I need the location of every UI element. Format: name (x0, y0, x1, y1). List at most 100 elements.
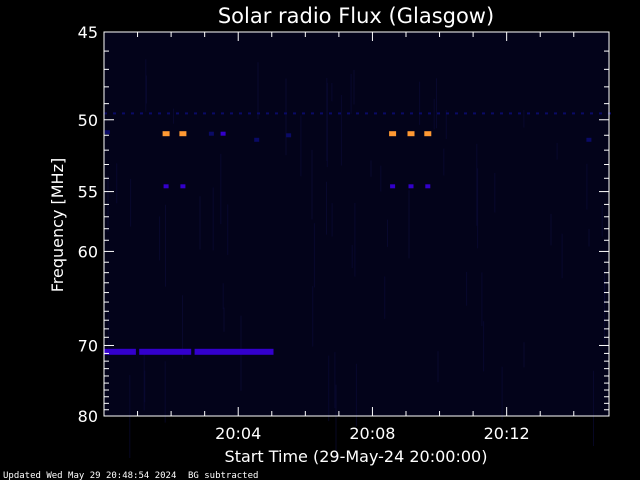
noise-streak (384, 276, 386, 319)
noise-streak (220, 153, 222, 225)
plot-frame (103, 31, 610, 417)
line-dot (599, 112, 602, 115)
noise-streak (222, 283, 224, 310)
noise-streak (199, 196, 201, 250)
line-dot (545, 112, 548, 115)
line-dot (410, 112, 413, 115)
line-dot (113, 112, 116, 115)
emission-spot (424, 131, 432, 137)
noise-streak (501, 366, 503, 420)
line-dot (446, 112, 449, 115)
line-dot (338, 112, 341, 115)
line-dot (554, 112, 557, 115)
noise-streak (601, 205, 603, 237)
line-dot (482, 112, 485, 115)
emission-spot (163, 184, 169, 189)
updated-timestamp: Updated Wed May 29 20:48:54 2024 (3, 471, 176, 480)
noise-streak (129, 375, 131, 458)
noise-streak (370, 160, 372, 177)
noise-streak (561, 233, 563, 279)
noise-streak (312, 286, 314, 347)
noise-streak (586, 163, 588, 210)
line-dot (374, 112, 377, 115)
x-tick-label: 20:04 (215, 424, 261, 443)
emission-spot (407, 131, 415, 137)
noise-streak (523, 110, 525, 128)
line-dot (176, 112, 179, 115)
line-dot (563, 112, 566, 115)
emission-spot (180, 184, 186, 189)
line-dot (239, 112, 242, 115)
emission-spot (390, 184, 396, 189)
noise-streak (331, 83, 333, 102)
noise-streak (145, 59, 147, 112)
noise-streak (550, 213, 552, 246)
noise-streak (477, 168, 479, 249)
noise-streak (481, 272, 483, 327)
noise-streak (223, 307, 225, 332)
emission-lines (104, 112, 611, 115)
noise-streak (331, 203, 333, 237)
y-tick-label: 80 (78, 407, 98, 426)
line-dot (590, 112, 593, 115)
noise-streak (419, 81, 421, 125)
noise-streak (408, 190, 410, 259)
chart-title: Solar radio Flux (Glasgow) (218, 4, 494, 28)
line-dot (122, 112, 125, 115)
emission-spot (389, 131, 397, 137)
emission-spot (208, 131, 214, 136)
y-tick-label: 50 (78, 111, 98, 130)
line-dot (491, 112, 494, 115)
line-dot (473, 112, 476, 115)
noise-streak (443, 148, 445, 176)
line-dot (392, 112, 395, 115)
noise-streak (326, 181, 327, 235)
noise-streak (311, 149, 313, 220)
noise-streak (159, 216, 161, 261)
line-dot (140, 112, 143, 115)
line-dot (149, 112, 152, 115)
noise-streak (328, 355, 330, 422)
noise-streak (466, 271, 468, 306)
noise-streak (354, 203, 356, 277)
line-dot (383, 112, 386, 115)
noise-streak (300, 115, 302, 177)
line-dot (509, 112, 512, 115)
line-dot (248, 112, 251, 115)
noise-streak (227, 204, 229, 255)
line-dot (266, 112, 269, 115)
line-dot (185, 112, 188, 115)
noise-streak (380, 165, 382, 192)
y-tick-label: 45 (78, 23, 98, 42)
noise-streak (116, 163, 118, 204)
emission-spot (286, 133, 292, 138)
x-axis: 20:04 20:08 20:12 (137, 32, 575, 443)
y-tick-label: 55 (78, 183, 98, 202)
noise-streak (523, 342, 525, 368)
noise-streak (445, 110, 447, 139)
noise-streak (436, 78, 437, 129)
line-dot (500, 112, 503, 115)
noise-streak (351, 244, 353, 268)
noise-streak (593, 370, 594, 446)
line-dot (401, 112, 404, 115)
y-tick-label: 70 (78, 336, 98, 355)
noise-streak (313, 223, 315, 288)
line-dot (428, 112, 431, 115)
line-dot (437, 112, 440, 115)
line-dot (311, 112, 314, 115)
line-dot (356, 112, 359, 115)
noise-streak (165, 204, 166, 287)
line-dot (527, 112, 530, 115)
noise-streak (556, 143, 558, 160)
line-dot (284, 112, 287, 115)
line-dot (329, 112, 332, 115)
line-dot (320, 112, 323, 115)
line-dot (221, 112, 224, 115)
noise-streak (476, 143, 478, 226)
x-tick-label: 20:12 (484, 424, 530, 443)
line-dot (131, 112, 134, 115)
noise-streak (212, 187, 214, 251)
bg-subtracted-note: BG subtracted (188, 471, 258, 480)
